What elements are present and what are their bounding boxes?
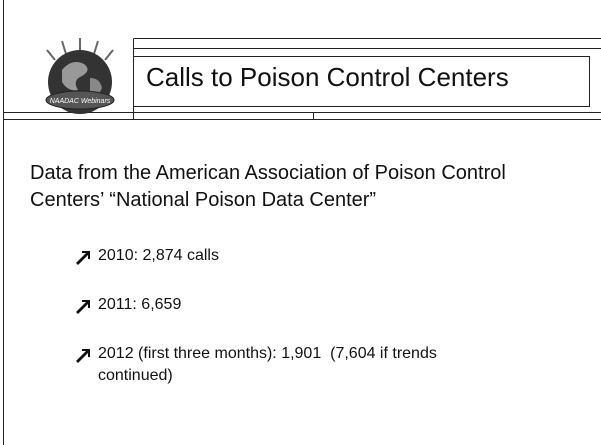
logo-label: NAADAC Webinars: [50, 98, 111, 105]
logo: NAADAC Webinars: [45, 38, 115, 114]
slide-title: Calls to Poison Control Centers: [146, 62, 509, 92]
bullet-arrows: [76, 251, 90, 363]
bullet-text: 2011: 6,659: [98, 296, 182, 313]
bullet-text: 2010: 2,874 calls: [98, 247, 219, 264]
bullet-text: 2012 (first three months): 1,901 (7,604 …: [98, 345, 442, 384]
intro-text: Data from the American Association of Po…: [30, 162, 506, 211]
